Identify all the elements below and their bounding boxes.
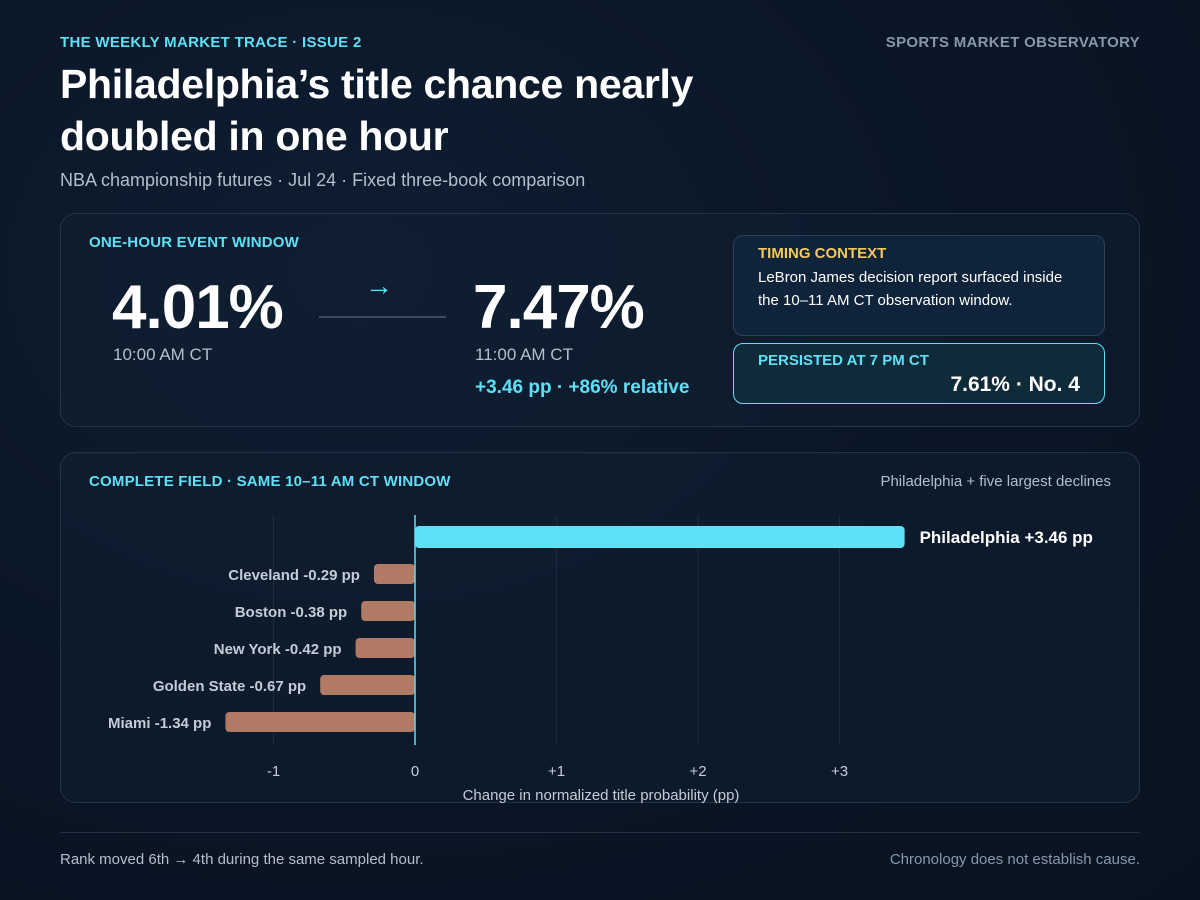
bar-label-golden-state: Golden State -0.67 pp (153, 678, 306, 695)
persisted-label: PERSISTED AT 7 PM CT (758, 352, 929, 369)
issue-kicker: THE WEEKLY MARKET TRACE · ISSUE 2 (60, 34, 362, 51)
persisted-box: PERSISTED AT 7 PM CT 7.61% · No. 4 (733, 343, 1105, 404)
event-window-label: ONE-HOUR EVENT WINDOW (89, 234, 300, 251)
event-window-card: ONE-HOUR EVENT WINDOW 4.01% 10:00 AM CT … (60, 213, 1140, 427)
x-axis-title: Change in normalized title probability (… (463, 787, 740, 804)
bar-philadelphia (415, 526, 905, 548)
complete-field-label: COMPLETE FIELD · SAME 10–11 AM CT WINDOW (89, 473, 451, 490)
before-time: 10:00 AM CT (113, 345, 213, 364)
brand-label: SPORTS MARKET OBSERVATORY (885, 34, 1140, 51)
page-subtitle: NBA championship futures · Jul 24 · Fixe… (60, 170, 586, 190)
bar-miami (225, 712, 415, 732)
bar-golden-state (320, 675, 415, 695)
arrow-divider (319, 316, 446, 318)
bar-label-miami: Miami -1.34 pp (108, 715, 211, 732)
x-tick-label-4: +3 (831, 763, 848, 780)
timing-context-box: TIMING CONTEXT LeBron James decision rep… (733, 235, 1105, 336)
bar-label-cleveland: Cleveland -0.29 pp (228, 567, 360, 584)
x-tick-label-2: +1 (548, 763, 565, 780)
timing-context-text: LeBron James decision report surfaced in… (758, 269, 1063, 309)
bar-cleveland (373, 564, 415, 584)
x-tick-label-0: -1 (267, 763, 280, 780)
before-value: 4.01% (112, 273, 284, 342)
page-title: Philadelphia’s title chance nearly doubl… (60, 61, 694, 159)
bar-boston (361, 601, 415, 621)
bar-label-boston: Boston -0.38 pp (235, 604, 348, 621)
change-summary: +3.46 pp · +86% relative (475, 377, 690, 398)
timing-context-label: TIMING CONTEXT (758, 245, 887, 262)
x-tick-label-1: 0 (411, 763, 419, 780)
after-time: 11:00 AM CT (475, 345, 573, 364)
arrow-right-icon: → (365, 270, 393, 301)
complete-field-note: Philadelphia + five largest declines (880, 473, 1111, 490)
bar-new-york (355, 638, 415, 658)
footer-disclaimer: Chronology does not establish cause. (889, 851, 1140, 868)
footer-rank-note: Rank moved 6th → 4th during the same sam… (60, 851, 424, 868)
x-tick-label-3: +2 (689, 763, 706, 780)
complete-field-card: COMPLETE FIELD · SAME 10–11 AM CT WINDOW… (60, 452, 1140, 804)
change-bar-chart: Philadelphia +3.46 pp Cleveland -0.29 pp B… (108, 515, 1093, 804)
footer-divider (60, 832, 1140, 833)
after-value: 7.47% (473, 273, 645, 342)
bar-label-new-york: New York -0.42 pp (214, 641, 342, 658)
persisted-value: 7.61% · No. 4 (950, 373, 1080, 396)
bar-label-philadelphia: Philadelphia +3.46 pp (920, 528, 1093, 547)
